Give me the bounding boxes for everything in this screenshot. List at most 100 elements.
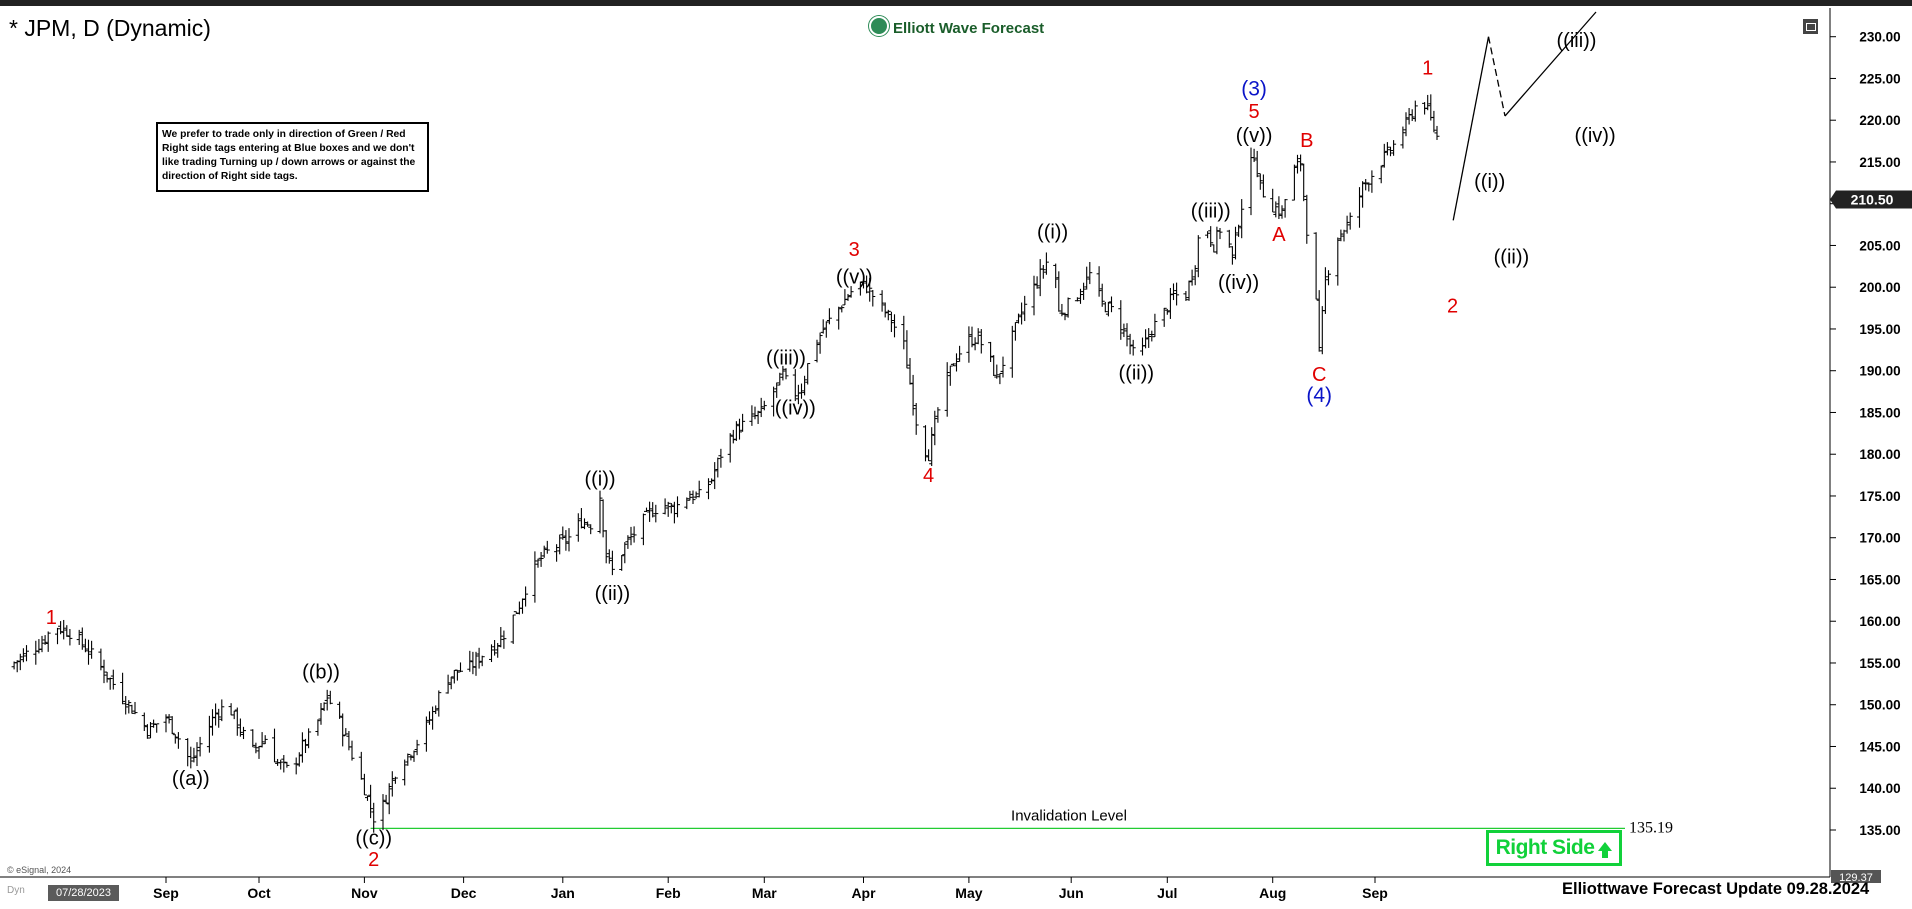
price-bar xyxy=(1378,165,1384,184)
price-bar xyxy=(848,286,854,298)
wave-label: C xyxy=(1312,364,1326,386)
price-bar xyxy=(448,676,454,690)
price-bar xyxy=(1344,215,1350,234)
last-price-value: 210.50 xyxy=(1851,192,1894,208)
price-bar xyxy=(690,490,696,504)
wave-label: ((iii)) xyxy=(766,347,806,369)
price-bar xyxy=(1301,163,1307,202)
price-bar xyxy=(1078,288,1083,304)
price-bar xyxy=(231,710,237,720)
price-bar xyxy=(861,280,866,289)
price-bar xyxy=(1012,322,1018,341)
wave-label: ((v)) xyxy=(1236,125,1273,147)
wave-label: ((ii)) xyxy=(1119,362,1155,384)
price-bar xyxy=(337,701,343,719)
price-bar xyxy=(1174,282,1180,306)
price-bar xyxy=(929,427,935,467)
price-bar xyxy=(120,672,126,705)
price-bar xyxy=(234,707,240,736)
price-bar xyxy=(278,759,284,770)
price-bar xyxy=(172,734,178,744)
price-bar xyxy=(538,551,544,567)
chart-title: * JPM, D (Dynamic) xyxy=(9,15,211,41)
price-bar xyxy=(935,407,941,423)
price-bar xyxy=(14,660,20,673)
wave-label: A xyxy=(1272,224,1286,246)
price-bar xyxy=(1118,300,1124,340)
y-tick-label: 175.00 xyxy=(1859,489,1900,504)
price-bar xyxy=(169,716,175,735)
price-bar xyxy=(820,319,826,334)
price-bar xyxy=(454,669,460,681)
price-bar xyxy=(755,410,761,424)
price-bar xyxy=(1019,302,1025,325)
price-bar xyxy=(64,625,70,637)
price-bar xyxy=(476,647,482,669)
price-bar xyxy=(1347,212,1353,230)
price-bar xyxy=(327,690,333,705)
wave-label: ((i)) xyxy=(584,468,615,490)
y-tick-label: 140.00 xyxy=(1859,781,1900,796)
price-bar xyxy=(1124,323,1130,347)
wave-label: 4 xyxy=(923,465,934,487)
price-bar xyxy=(954,353,959,372)
price-bar xyxy=(882,302,888,318)
price-bar xyxy=(631,526,637,543)
price-bar xyxy=(836,306,842,330)
price-bar xyxy=(1251,148,1257,163)
price-bar xyxy=(321,702,327,712)
price-bar xyxy=(988,341,994,362)
price-bar xyxy=(436,690,442,717)
price-bar xyxy=(1254,150,1260,178)
price-bar xyxy=(1062,312,1068,321)
price-bar xyxy=(622,542,628,564)
price-bar xyxy=(932,410,938,446)
price-bar xyxy=(857,281,863,296)
last-price-tag xyxy=(1830,190,1912,209)
price-bar xyxy=(402,759,408,786)
price-bar xyxy=(253,742,259,754)
price-bar xyxy=(684,497,690,510)
x-tick-label: Dec xyxy=(451,885,477,901)
price-bar xyxy=(107,677,113,690)
y-tick-label: 145.00 xyxy=(1859,739,1900,754)
price-bar xyxy=(709,478,715,484)
price-bar xyxy=(774,382,780,398)
price-bar xyxy=(293,757,299,775)
y-tick-label: 180.00 xyxy=(1859,447,1900,462)
price-bar xyxy=(662,498,668,515)
price-bar xyxy=(523,586,529,607)
price-bar xyxy=(1363,179,1369,191)
price-bar xyxy=(907,358,913,385)
x-tick-label: Jul xyxy=(1157,885,1177,901)
price-bar xyxy=(1239,199,1245,239)
price-bar xyxy=(802,375,808,396)
price-bar xyxy=(969,326,975,348)
price-bar xyxy=(1295,154,1300,174)
price-bar xyxy=(696,480,702,498)
price-bar xyxy=(1031,275,1037,316)
wave-label: ((ii)) xyxy=(1494,246,1530,268)
price-bar xyxy=(492,640,498,656)
price-bar xyxy=(1400,126,1406,149)
price-bar xyxy=(61,619,67,640)
price-bar xyxy=(272,728,277,763)
price-bar xyxy=(947,365,953,386)
price-bar xyxy=(318,703,324,725)
price-bar xyxy=(994,364,1000,379)
price-bar xyxy=(665,501,671,517)
price-bar xyxy=(1065,297,1071,318)
window-toggle-icon[interactable] xyxy=(1803,19,1818,34)
y-tick-label: 225.00 xyxy=(1859,71,1900,86)
wave-label: ((a)) xyxy=(172,768,210,790)
price-bar xyxy=(479,655,485,667)
price-bar xyxy=(839,305,845,313)
wave-label: 1 xyxy=(46,607,57,629)
start-date-tag[interactable]: 07/28/2023 xyxy=(48,885,119,901)
price-axis: 135.00 140.00 145.00 150.00 155.00 160.00 165.… xyxy=(1830,30,1912,884)
price-bar xyxy=(197,736,203,757)
price-bar xyxy=(879,290,885,312)
price-bar xyxy=(1161,307,1167,327)
price-bar xyxy=(1335,237,1341,286)
price-bar xyxy=(780,365,786,381)
